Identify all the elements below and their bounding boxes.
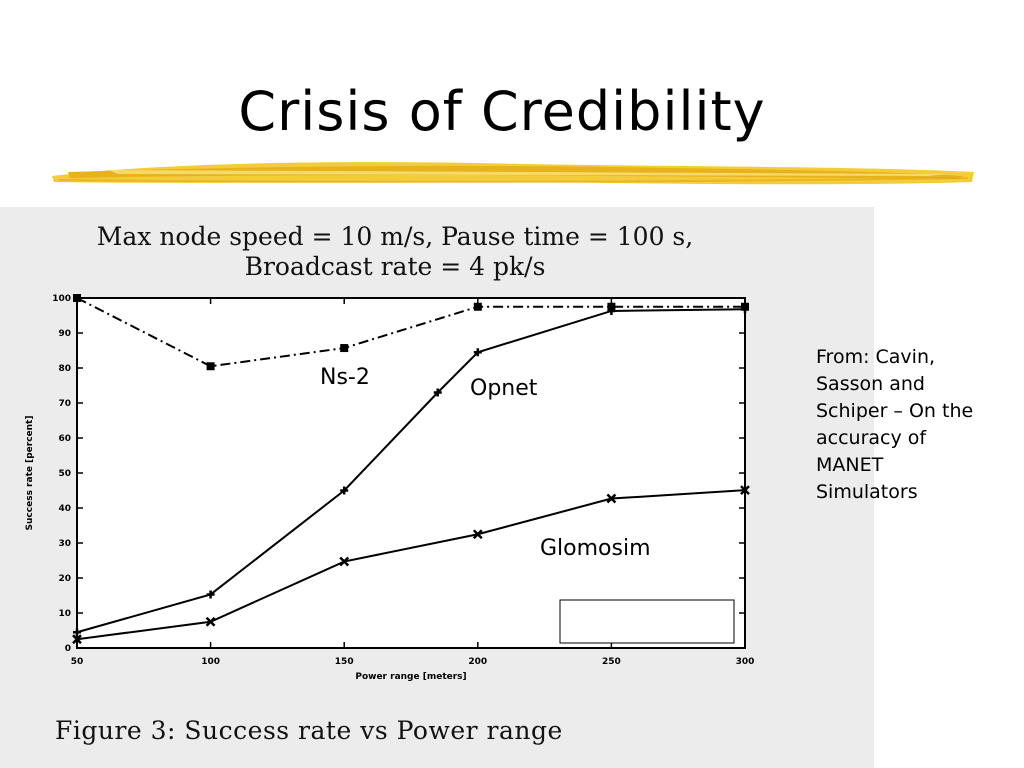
y-tick-label: 40 xyxy=(58,504,71,514)
point-ns-2 xyxy=(607,302,616,311)
series-label-ns-2: Ns-2 xyxy=(320,365,370,390)
y-tick-label: 0 xyxy=(65,644,71,654)
point-glomosim xyxy=(72,634,82,645)
y-tick-label: 10 xyxy=(58,609,71,619)
x-tick-label: 300 xyxy=(736,657,755,667)
x-tick-label: 200 xyxy=(468,657,487,667)
point-glomosim xyxy=(472,529,483,540)
series-line-glomosim xyxy=(76,489,746,641)
x-tick-label: 50 xyxy=(71,657,84,667)
series-label-glomosim: Glomosim xyxy=(540,536,651,561)
point-opnet xyxy=(73,628,81,637)
point-opnet xyxy=(340,486,349,495)
slide-title: Crisis of Credibility xyxy=(238,80,766,143)
point-ns-2 xyxy=(206,362,215,371)
y-tick-label: 30 xyxy=(58,539,71,549)
figure-heading: Max node speed = 10 m/s, Pause time = 10… xyxy=(0,222,790,282)
plot-area xyxy=(76,297,746,649)
series-line-ns-2 xyxy=(76,297,745,368)
figure-caption: Figure 3: Success rate vs Power range xyxy=(55,716,563,745)
point-opnet xyxy=(433,388,442,397)
x-axis-label: Power range [meters] xyxy=(355,672,466,682)
figure-heading-line-2: Broadcast rate = 4 pk/s xyxy=(244,252,546,281)
legend-box-blank xyxy=(559,599,735,644)
source-note: From: Cavin, Sasson and Schiper – On the… xyxy=(816,346,974,503)
line-chart: 50 100 150 200 250 300 0 10 20 30 40 50 60 70 80 90 100 P… xyxy=(25,294,755,682)
y-tick-label: 70 xyxy=(58,399,71,409)
point-glomosim xyxy=(740,485,750,496)
x-tick-label: 150 xyxy=(335,657,354,667)
y-tick-label: 60 xyxy=(58,434,71,444)
point-ns-2 xyxy=(340,344,349,353)
y-tick-label: 100 xyxy=(52,294,71,304)
x-tick-label: 100 xyxy=(201,657,220,667)
point-opnet xyxy=(206,590,215,599)
y-tick-label: 20 xyxy=(58,574,71,584)
series-label-opnet: Opnet xyxy=(470,376,538,401)
point-opnet xyxy=(607,306,616,315)
point-glomosim xyxy=(339,556,350,567)
brush-stroke-divider xyxy=(52,162,974,185)
point-glomosim xyxy=(205,616,216,627)
figure-heading-line-1: Max node speed = 10 m/s, Pause time = 10… xyxy=(96,222,694,251)
point-opnet xyxy=(473,348,482,357)
y-tick-label: 50 xyxy=(58,469,71,479)
point-ns-2 xyxy=(473,302,482,311)
y-tick-label: 80 xyxy=(58,364,71,374)
point-opnet xyxy=(741,305,749,314)
y-tick-label: 90 xyxy=(58,329,71,339)
point-ns-2 xyxy=(73,294,81,302)
y-axis-label: Success rate [percent] xyxy=(25,416,35,531)
point-glomosim xyxy=(606,493,617,504)
x-tick-label: 250 xyxy=(602,657,621,667)
